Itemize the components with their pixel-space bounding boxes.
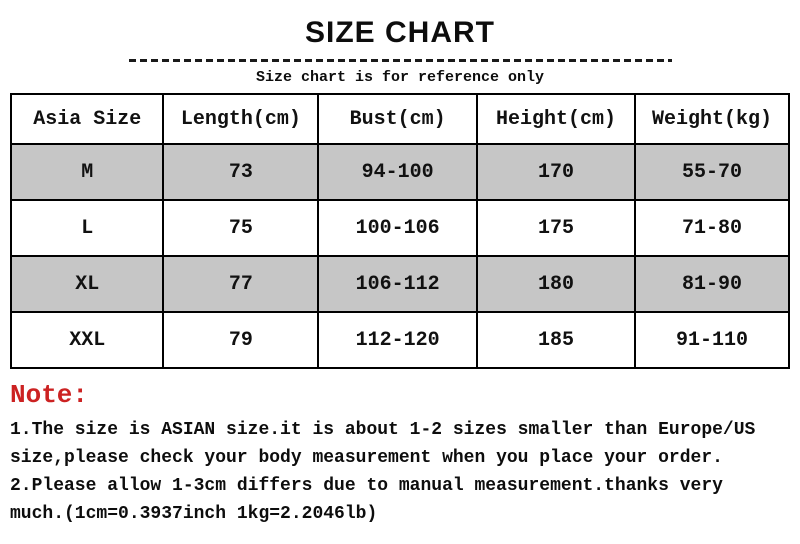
table-row-xl: XL 77 106-112 180 81-90 xyxy=(9,255,791,313)
length-cell: 75 xyxy=(162,199,320,257)
table-header-row: Asia Size Length(cm) Bust(cm) Height(cm)… xyxy=(9,93,791,145)
bust-cell: 100-106 xyxy=(317,199,478,257)
length-cell: 73 xyxy=(162,143,320,201)
table-row-m: M 73 94-100 170 55-70 xyxy=(9,143,791,201)
weight-cell: 55-70 xyxy=(633,143,791,201)
bust-cell: 112-120 xyxy=(317,311,478,369)
table-row-xxl: XXL 79 112-120 185 91-110 xyxy=(9,311,791,369)
reference-subtitle: Size chart is for reference only xyxy=(255,69,545,86)
size-cell: XL xyxy=(9,255,165,313)
table-row-l: L 75 100-106 175 71-80 xyxy=(9,199,791,257)
column-header-bust: Bust(cm) xyxy=(317,93,478,145)
page-title: SIZE CHART xyxy=(305,16,495,49)
column-header-length: Length(cm) xyxy=(162,93,320,145)
weight-cell: 71-80 xyxy=(633,199,791,257)
note-line-4: much.(1cm=0.3937inch 1kg=2.2046lb) xyxy=(10,504,378,524)
column-header-asia-size: Asia Size xyxy=(9,93,165,145)
bust-cell: 94-100 xyxy=(317,143,478,201)
column-header-height: Height(cm) xyxy=(476,93,636,145)
size-table: Asia Size Length(cm) Bust(cm) Height(cm)… xyxy=(9,93,791,369)
column-header-weight: Weight(kg) xyxy=(633,93,791,145)
weight-cell: 91-110 xyxy=(633,311,791,369)
height-cell: 170 xyxy=(476,143,636,201)
note-label: Note: xyxy=(10,380,89,410)
notes-section: Note: 1.The size is ASIAN size.it is abo… xyxy=(10,380,792,528)
height-cell: 180 xyxy=(476,255,636,313)
bust-cell: 106-112 xyxy=(317,255,478,313)
size-cell: M xyxy=(9,143,165,201)
note-line-3: 2.Please allow 1-3cm differs due to manu… xyxy=(10,476,723,496)
length-cell: 77 xyxy=(162,255,320,313)
height-cell: 175 xyxy=(476,199,636,257)
note-line-1: 1.The size is ASIAN size.it is about 1-2… xyxy=(10,420,756,440)
height-cell: 185 xyxy=(476,311,636,369)
size-cell: L xyxy=(9,199,165,257)
note-line-2: size,please check your body measurement … xyxy=(10,448,723,468)
weight-cell: 81-90 xyxy=(633,255,791,313)
dashed-divider xyxy=(128,59,672,62)
size-cell: XXL xyxy=(9,311,165,369)
length-cell: 79 xyxy=(162,311,320,369)
